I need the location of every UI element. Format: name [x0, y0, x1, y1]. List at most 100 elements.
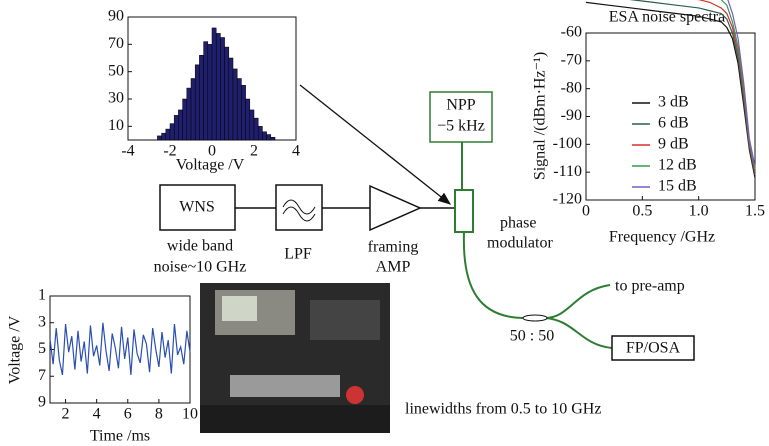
- x-tick-label: 6: [124, 406, 132, 423]
- x-tick-label: 4: [292, 143, 300, 160]
- y-tick-label: -90: [561, 107, 582, 124]
- npp-label: −5 kHz: [437, 118, 485, 135]
- y-tick-label: -120: [553, 191, 582, 208]
- histogram-bar: [220, 37, 225, 141]
- y-tick-label: 30: [108, 90, 124, 107]
- amp-label: AMP: [376, 259, 411, 276]
- y-tick-label: 7: [38, 367, 46, 384]
- x-tick-label: 8: [155, 406, 163, 423]
- histogram-bar: [270, 137, 276, 141]
- x-axis-label: Time /ms: [90, 428, 150, 445]
- coupler-label: 50 : 50: [510, 328, 554, 345]
- x-axis-label: Frequency /GHz: [609, 229, 715, 246]
- x-tick-label: -2: [163, 143, 176, 160]
- histogram-bar: [228, 57, 234, 141]
- histogram-bar: [161, 132, 167, 141]
- x-tick-label: 1.0: [689, 203, 709, 220]
- wns-label: wide band: [167, 238, 233, 255]
- x-tick-label: 2: [250, 143, 258, 160]
- histogram-bar: [232, 68, 238, 141]
- y-axis-label: Voltage /V: [7, 315, 24, 384]
- histogram-bar: [178, 109, 183, 141]
- histogram-bar: [190, 78, 196, 141]
- modulator-label: modulator: [487, 235, 553, 252]
- histogram-bar: [224, 46, 230, 141]
- lpf-label: LPF: [284, 246, 312, 263]
- y-axis-label: Signal /(dBm·Hz⁻¹): [532, 52, 549, 180]
- spectrum-line: [629, 0, 756, 176]
- histogram-bar: [182, 98, 188, 141]
- y-tick-label: 1: [38, 287, 46, 304]
- x-tick-label: 4: [93, 406, 101, 423]
- histogram-bar: [211, 27, 217, 141]
- x-tick-label: -4: [121, 143, 134, 160]
- amp-symbol: [369, 184, 422, 232]
- wns-box: [159, 184, 236, 231]
- histogram-bar: [215, 33, 221, 141]
- y-tick-label: 3: [38, 313, 46, 330]
- histogram-bar: [266, 134, 272, 141]
- histogram-bar: [173, 115, 179, 141]
- x-tick-label: 10: [182, 406, 198, 423]
- histogram-bar: [203, 41, 209, 141]
- histogram-bar: [194, 64, 200, 141]
- legend-label: 9 dB: [658, 136, 689, 153]
- y-tick-label: -60: [561, 24, 582, 41]
- caption: linewidths from 0.5 to 10 GHz: [405, 401, 601, 418]
- spectrum-line: [727, 0, 756, 167]
- y-tick-label: -80: [561, 79, 582, 96]
- arrow: [299, 84, 452, 205]
- histogram-bar: [157, 135, 162, 141]
- x-tick-label: 0: [582, 203, 590, 220]
- amp-label: framing: [368, 239, 419, 256]
- histogram-bar: [249, 109, 255, 141]
- fiber: [461, 142, 613, 349]
- photo: [200, 283, 390, 433]
- legend-label: 12 dB: [658, 157, 697, 174]
- spectrum-line: [697, 0, 756, 173]
- signal-line: [49, 322, 191, 376]
- y-tick-label: -100: [553, 135, 582, 152]
- y-tick-label: -70: [561, 52, 582, 69]
- phase-modulator: [454, 189, 474, 233]
- histogram-bar: [199, 55, 204, 141]
- coupler: [522, 314, 548, 322]
- chart-title: ESA noise spectra: [609, 9, 725, 26]
- histogram-bar: [165, 128, 171, 141]
- wns-label: noise~10 GHz: [154, 259, 247, 276]
- spectrum-line: [720, 0, 756, 170]
- pre-amp-label: to pre-amp: [615, 278, 685, 295]
- y-tick-label: 50: [108, 62, 124, 79]
- x-tick-label: 0: [208, 143, 216, 160]
- histogram-bar: [186, 87, 192, 141]
- histogram-bar: [262, 131, 267, 141]
- legend-label: 3 dB: [658, 94, 689, 111]
- x-tick-label: 0.5: [632, 203, 652, 220]
- histogram-bar: [169, 123, 175, 141]
- histogram-bar: [253, 117, 259, 141]
- lpf-icon: [282, 199, 316, 222]
- histogram-bar: [207, 44, 213, 141]
- x-tick-label: 1.5: [745, 203, 765, 220]
- y-tick-label: 9: [38, 394, 46, 411]
- y-tick-label: 70: [108, 35, 124, 52]
- fp-osa-label: FP/OSA: [626, 340, 681, 357]
- x-axis-label: Voltage /V: [176, 157, 245, 174]
- histogram-bar: [241, 85, 246, 141]
- spectrum-line: [585, 1, 756, 178]
- histogram-bar: [236, 78, 242, 141]
- npp-box: [429, 91, 493, 143]
- y-tick-label: 90: [108, 8, 124, 25]
- modulator-label: phase: [500, 215, 536, 232]
- histogram-bar: [245, 98, 251, 141]
- wns-text: WNS: [179, 199, 215, 216]
- y-tick-label: -110: [553, 163, 582, 180]
- y-tick-label: 10: [108, 117, 124, 134]
- npp-label: NPP: [446, 97, 475, 114]
- fp-osa-box: [611, 335, 695, 361]
- legend-label: 6 dB: [658, 115, 689, 132]
- legend-label: 15 dB: [658, 178, 697, 195]
- x-tick-label: 2: [62, 406, 70, 423]
- histogram-bar: [257, 126, 263, 141]
